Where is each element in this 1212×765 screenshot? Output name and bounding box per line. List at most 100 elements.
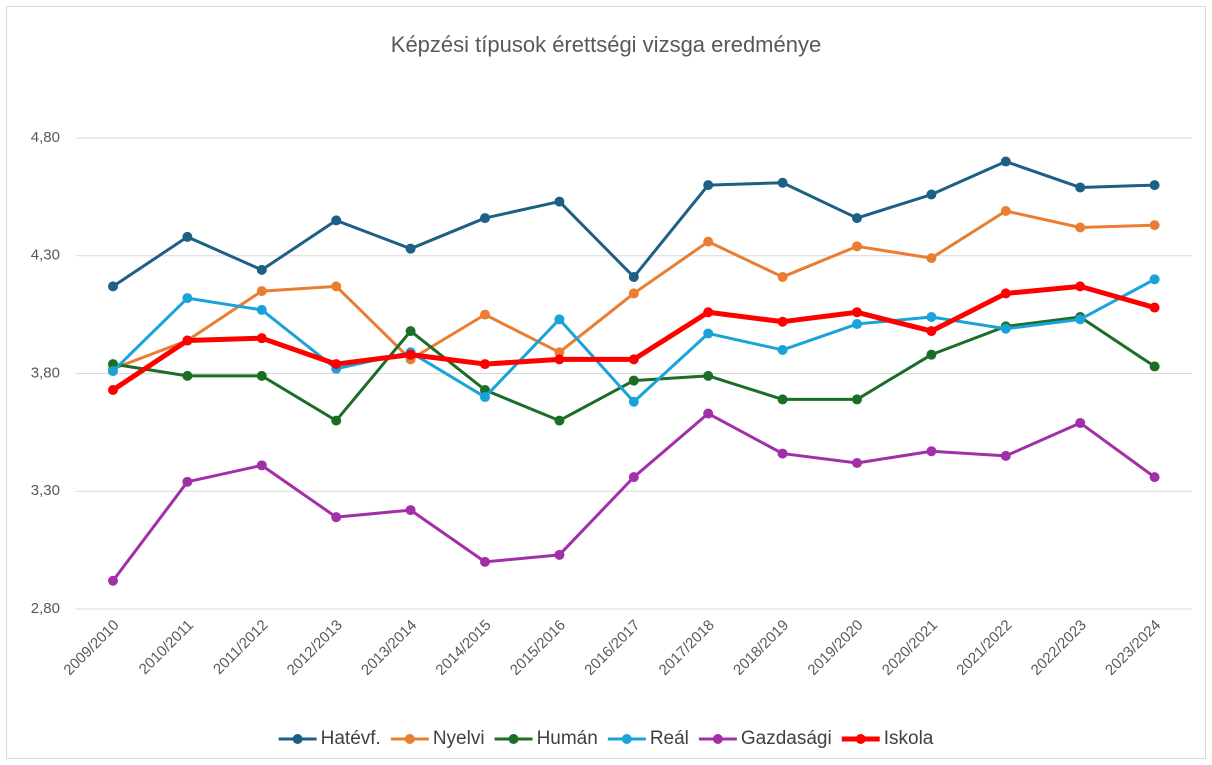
data-point: [628, 354, 639, 365]
data-point: [1000, 206, 1011, 217]
data-point: [1075, 281, 1086, 292]
data-point: [703, 328, 714, 339]
data-point: [1075, 182, 1086, 193]
legend-marker: [621, 734, 632, 744]
data-point: [703, 236, 714, 247]
data-point: [554, 415, 565, 426]
data-point: [331, 512, 342, 523]
y-tick-label: 4,80: [31, 129, 60, 146]
data-point: [1149, 302, 1160, 313]
data-point: [331, 281, 342, 292]
data-point: [182, 370, 193, 381]
data-point: [554, 347, 565, 358]
legend-label: Iskola: [884, 728, 934, 749]
legend-marker: [292, 734, 303, 744]
data-point: [480, 213, 490, 224]
data-point: [554, 354, 565, 365]
data-point: [108, 366, 118, 377]
y-tick-label: 3,30: [31, 482, 60, 499]
legend-item: Nyelvi: [390, 728, 485, 749]
data-point: [108, 384, 118, 395]
data-point: [480, 392, 490, 403]
data-point: [108, 281, 118, 292]
data-point: [256, 304, 267, 315]
data-point: [777, 344, 788, 355]
data-point: [1149, 361, 1160, 372]
y-tick-label: 2,80: [31, 600, 60, 617]
data-point: [628, 472, 639, 483]
data-point: [1149, 180, 1160, 191]
data-point: [1000, 323, 1011, 334]
data-point: [852, 319, 862, 330]
data-point: [926, 446, 937, 457]
data-point: [703, 408, 714, 419]
data-point: [554, 196, 565, 207]
y-tick-label: 4,30: [31, 247, 60, 264]
legend-label: Humán: [537, 728, 598, 749]
data-point: [852, 241, 862, 252]
data-point: [405, 243, 416, 254]
data-point: [480, 359, 490, 370]
legend-marker: [404, 734, 415, 744]
legend-label: Nyelvi: [433, 728, 485, 749]
data-point: [1149, 220, 1160, 231]
legend-marker: [712, 734, 723, 744]
legend: Hatévf. Nyelvi Humán Reál Gazdasági Iskola: [278, 728, 934, 749]
legend-label: Hatévf.: [321, 728, 381, 749]
legend-item: Hatévf.: [278, 728, 381, 749]
data-point: [1149, 274, 1160, 285]
data-point: [405, 326, 416, 337]
data-point: [182, 335, 193, 346]
data-point: [628, 396, 639, 407]
data-point: [1075, 222, 1086, 233]
data-point: [1075, 417, 1086, 428]
legend-item: Gazdasági: [698, 728, 832, 749]
data-point: [703, 307, 714, 318]
data-point: [926, 189, 937, 200]
data-point: [480, 556, 490, 567]
data-point: [182, 293, 193, 304]
legend-item: Iskola: [841, 728, 934, 749]
data-point: [926, 349, 937, 360]
data-point: [852, 457, 862, 468]
data-point: [331, 215, 342, 226]
legend-item: Humán: [494, 728, 598, 749]
data-point: [1000, 450, 1011, 461]
chart-title: Képzési típusok érettségi vizsga eredmén…: [391, 32, 821, 57]
data-point: [628, 288, 639, 299]
data-point: [182, 231, 193, 242]
data-point: [1149, 472, 1160, 483]
data-point: [926, 326, 937, 337]
data-point: [703, 370, 714, 381]
data-point: [777, 316, 788, 327]
data-point: [331, 415, 342, 426]
data-point: [554, 549, 565, 560]
data-point: [628, 375, 639, 386]
data-point: [1075, 314, 1086, 325]
data-point: [256, 370, 267, 381]
data-point: [852, 394, 862, 405]
data-point: [777, 271, 788, 282]
data-point: [405, 349, 416, 360]
data-point: [256, 333, 267, 344]
data-point: [1000, 288, 1011, 299]
legend-label: Gazdasági: [741, 728, 832, 749]
data-point: [926, 311, 937, 322]
data-point: [108, 575, 118, 586]
y-tick-label: 3,80: [31, 364, 60, 381]
data-point: [1000, 156, 1011, 167]
data-point: [852, 213, 862, 224]
data-point: [777, 448, 788, 459]
legend-item: Reál: [607, 728, 689, 749]
data-point: [108, 359, 118, 370]
data-point: [628, 271, 639, 282]
legend-marker: [508, 734, 519, 744]
data-point: [405, 505, 416, 516]
data-point: [256, 460, 267, 471]
data-point: [182, 476, 193, 487]
data-point: [703, 180, 714, 191]
legend-marker: [855, 734, 866, 744]
legend-label: Reál: [650, 728, 689, 749]
data-point: [480, 309, 490, 320]
